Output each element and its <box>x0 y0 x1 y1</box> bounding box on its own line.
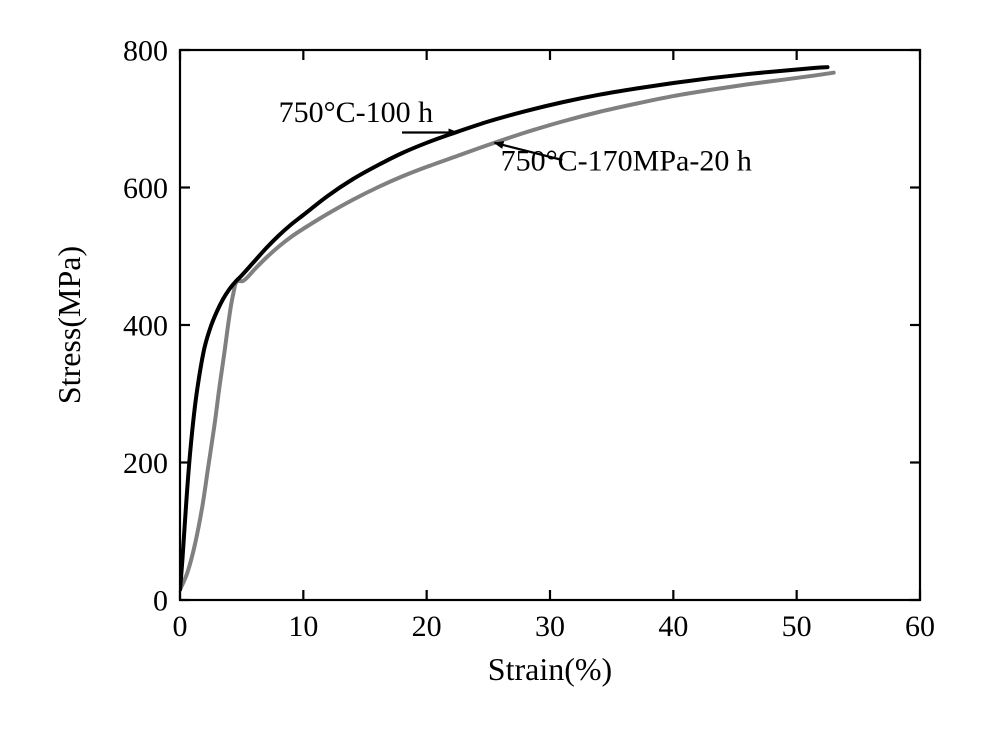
series-annotation-label: 750°C-170MPa-20 h <box>501 144 752 177</box>
series-annotation-label: 750°C-100 h <box>279 96 434 129</box>
chart-bg <box>30 20 970 710</box>
x-tick-label: 30 <box>535 610 565 643</box>
y-tick-label: 200 <box>123 447 168 480</box>
x-tick-label: 0 <box>173 610 188 643</box>
x-tick-label: 20 <box>412 610 442 643</box>
x-tick-label: 60 <box>905 610 935 643</box>
y-tick-label: 0 <box>153 585 168 618</box>
y-tick-label: 800 <box>123 35 168 68</box>
x-tick-label: 40 <box>658 610 688 643</box>
chart-svg: 01020304050600200400600800Strain(%)Stres… <box>30 20 970 710</box>
x-tick-label: 50 <box>782 610 812 643</box>
y-tick-label: 400 <box>123 310 168 343</box>
x-axis-label: Strain(%) <box>488 651 612 687</box>
x-tick-label: 10 <box>288 610 318 643</box>
stress-strain-chart: 01020304050600200400600800Strain(%)Stres… <box>30 20 970 710</box>
y-axis-label: Stress(MPa) <box>51 246 87 404</box>
y-tick-label: 600 <box>123 172 168 205</box>
